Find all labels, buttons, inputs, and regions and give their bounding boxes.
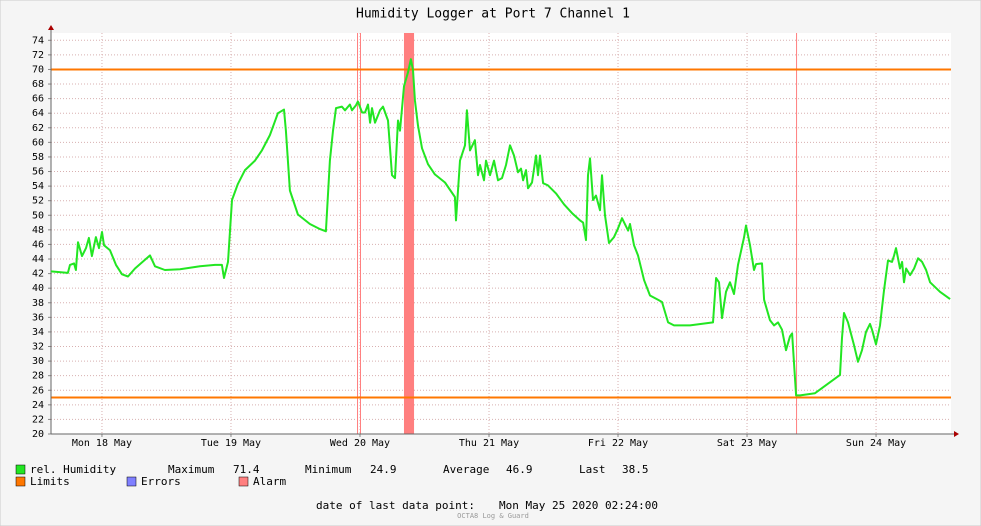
axis-arrow: [954, 431, 959, 437]
legend-swatch: [15, 464, 26, 475]
stat-value: 46.9: [506, 463, 533, 476]
y-tick-label: 42: [32, 269, 44, 280]
y-tick-label: 24: [32, 400, 44, 411]
y-tick-label: 46: [32, 239, 44, 250]
legend-swatch: [238, 476, 249, 487]
y-tick-label: 66: [32, 94, 44, 105]
legend-label: rel. Humidity: [30, 463, 116, 476]
y-tick-label: 36: [32, 312, 44, 323]
stat-value: 38.5: [622, 463, 649, 476]
legend-label: Limits: [30, 475, 70, 488]
x-tick-label: Fri 22 May: [588, 438, 648, 449]
y-tick-label: 68: [32, 79, 44, 90]
legend-label: Errors: [141, 475, 181, 488]
alarm-span: [796, 33, 798, 434]
y-tick-label: 26: [32, 385, 44, 396]
y-tick-label: 62: [32, 123, 44, 134]
stat-label: Maximum: [168, 463, 215, 476]
stat-label: Minimum: [305, 463, 352, 476]
footer-value: Mon May 25 2020 02:24:00: [499, 499, 658, 512]
alarm-span: [403, 33, 415, 434]
y-tick-label: 44: [32, 254, 44, 265]
y-tick-label: 28: [32, 371, 44, 382]
x-tick-label: Wed 20 May: [330, 438, 390, 449]
legend-swatch: [15, 476, 26, 487]
series-line: [50, 58, 951, 397]
stat-label: Average: [443, 463, 489, 476]
y-tick-label: 48: [32, 225, 44, 236]
y-tick-label: 34: [32, 327, 44, 338]
y-tick-label: 20: [32, 429, 44, 440]
legend-swatch: [126, 476, 137, 487]
alarm-span: [359, 33, 361, 434]
watermark: OCTA8 Log & Guard: [457, 512, 529, 520]
x-tick-label: Tue 19 May: [201, 438, 261, 449]
y-tick-label: 52: [32, 196, 44, 207]
y-tick-label: 40: [32, 283, 44, 294]
y-tick-label: 58: [32, 152, 44, 163]
y-tick-label: 50: [32, 210, 44, 221]
y-tick-label: 60: [32, 137, 44, 148]
y-tick-label: 64: [32, 108, 44, 119]
y-tick-label: 38: [32, 298, 44, 309]
x-tick-label: Sun 24 May: [846, 438, 906, 449]
axis-arrow: [48, 25, 54, 30]
stat-value: 24.9: [370, 463, 397, 476]
chart-title: Humidity Logger at Port 7 Channel 1: [356, 7, 630, 22]
x-tick-label: Mon 18 May: [72, 438, 132, 449]
y-tick-label: 32: [32, 342, 44, 353]
y-tick-label: 56: [32, 167, 44, 178]
y-tick-label: 30: [32, 356, 44, 367]
stat-value: 71.4: [233, 463, 260, 476]
y-tick-label: 74: [32, 35, 44, 46]
footer-label: date of last data point:: [316, 499, 475, 512]
y-tick-label: 72: [32, 50, 44, 61]
legend-label: Alarm: [253, 475, 286, 488]
x-tick-label: Thu 21 May: [459, 438, 519, 449]
alarm-span: [357, 33, 359, 434]
y-tick-label: 22: [32, 414, 44, 425]
plot-area: [51, 33, 951, 434]
y-tick-label: 70: [32, 64, 44, 75]
x-tick-label: Sat 23 May: [717, 438, 777, 449]
stat-label: Last: [579, 463, 606, 476]
y-tick-label: 54: [32, 181, 44, 192]
